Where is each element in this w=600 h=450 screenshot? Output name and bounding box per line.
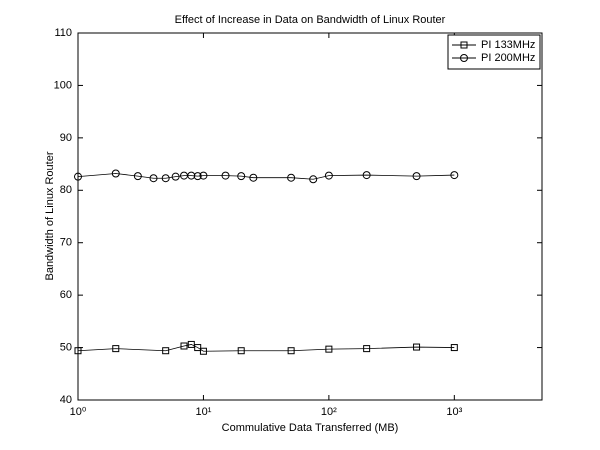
x-axis-label: Commulative Data Transferred (MB) [222,422,399,434]
data-point [161,174,170,183]
y-tick-label: 110 [54,27,72,39]
data-point [287,173,296,182]
data-point [362,171,371,180]
data-point [237,347,245,355]
data-point [221,171,230,180]
y-tick-label: 40 [60,394,72,406]
series-line [77,344,455,352]
data-point [450,344,458,352]
data-point [162,347,170,355]
data-point [309,175,318,184]
y-tick-label: 100 [54,79,72,91]
legend-marker [460,54,468,62]
data-point [450,171,459,180]
x-tick-label: 10⁰ [70,406,87,418]
data-point [237,172,246,181]
data-point [199,347,207,355]
data-point [180,342,188,350]
legend-label: PI 200MHz [481,52,535,64]
legend-box [447,34,541,70]
chart-title: Effect of Increase in Data on Bandwidth … [175,14,446,26]
plot-frame [77,32,543,401]
data-point [111,169,120,178]
data-point [363,345,371,353]
y-tick-label: 80 [60,184,72,196]
data-point [413,343,421,351]
legend-marker [460,41,468,49]
y-tick-label: 90 [60,132,72,144]
data-point [193,172,202,181]
data-point [199,171,208,180]
data-point [171,172,180,181]
data-point [249,173,258,182]
data-point [324,171,333,180]
data-point [133,172,142,181]
legend-label: PI 133MHz [481,39,535,51]
data-point [112,345,120,353]
y-axis-label: Bandwidth of Linux Router [44,151,56,280]
data-point [74,172,82,181]
data-point [287,347,295,355]
data-point [194,344,202,352]
data-point [412,172,421,181]
series-line [77,173,455,180]
data-point [149,174,158,183]
data-point [74,347,82,355]
x-tick-label: 10¹ [195,406,211,418]
x-tick-label: 10² [321,406,337,418]
y-tick-label: 50 [60,341,72,353]
x-tick-label: 10³ [446,406,462,418]
data-point [325,345,333,353]
y-tick-label: 70 [60,237,72,249]
data-point [187,171,196,180]
y-tick-label: 60 [60,289,72,301]
